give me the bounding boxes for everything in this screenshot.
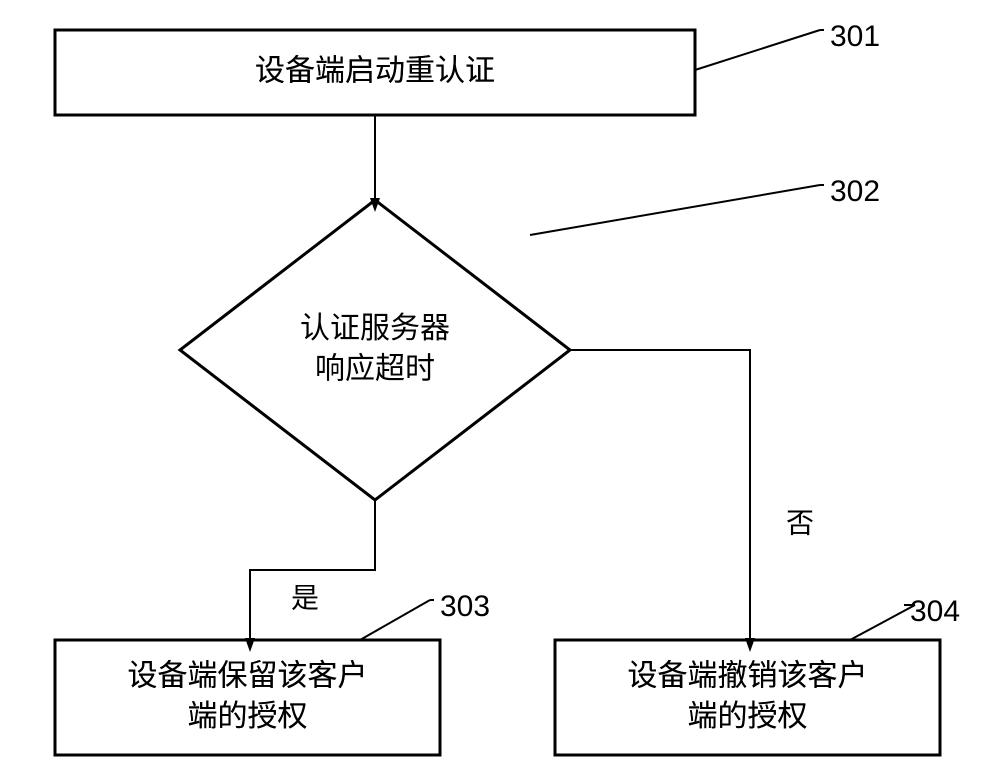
callout-text-l304: 304 bbox=[910, 595, 960, 628]
node-text-n302: 认证服务器响应超时 bbox=[300, 312, 450, 386]
node-text-n304: 设备端撤销该客户端的授权 bbox=[628, 659, 868, 733]
edge-e2_yes bbox=[250, 500, 375, 640]
node-n303 bbox=[55, 640, 440, 755]
callout-text-l302: 302 bbox=[830, 175, 880, 208]
callout-diag-l302 bbox=[530, 185, 820, 235]
edge-e3_no bbox=[570, 350, 750, 640]
node-rect bbox=[555, 640, 940, 755]
node-n304 bbox=[555, 640, 940, 755]
node-text-n301: 设备端启动重认证 bbox=[255, 54, 495, 87]
node-n302 bbox=[180, 200, 570, 500]
callout-text-l301: 301 bbox=[830, 20, 880, 53]
node-text-n303: 设备端保留该客户端的授权 bbox=[128, 659, 368, 733]
node-diamond bbox=[180, 200, 570, 500]
edge-label-e3_no: 否 bbox=[786, 507, 814, 538]
callout-diag-l304 bbox=[850, 605, 915, 640]
callout-diag-l303 bbox=[360, 600, 430, 640]
node-rect bbox=[55, 640, 440, 755]
callout-text-l303: 303 bbox=[440, 590, 490, 623]
callout-diag-l301 bbox=[695, 30, 820, 70]
edge-label-e2_yes: 是 bbox=[291, 582, 319, 613]
